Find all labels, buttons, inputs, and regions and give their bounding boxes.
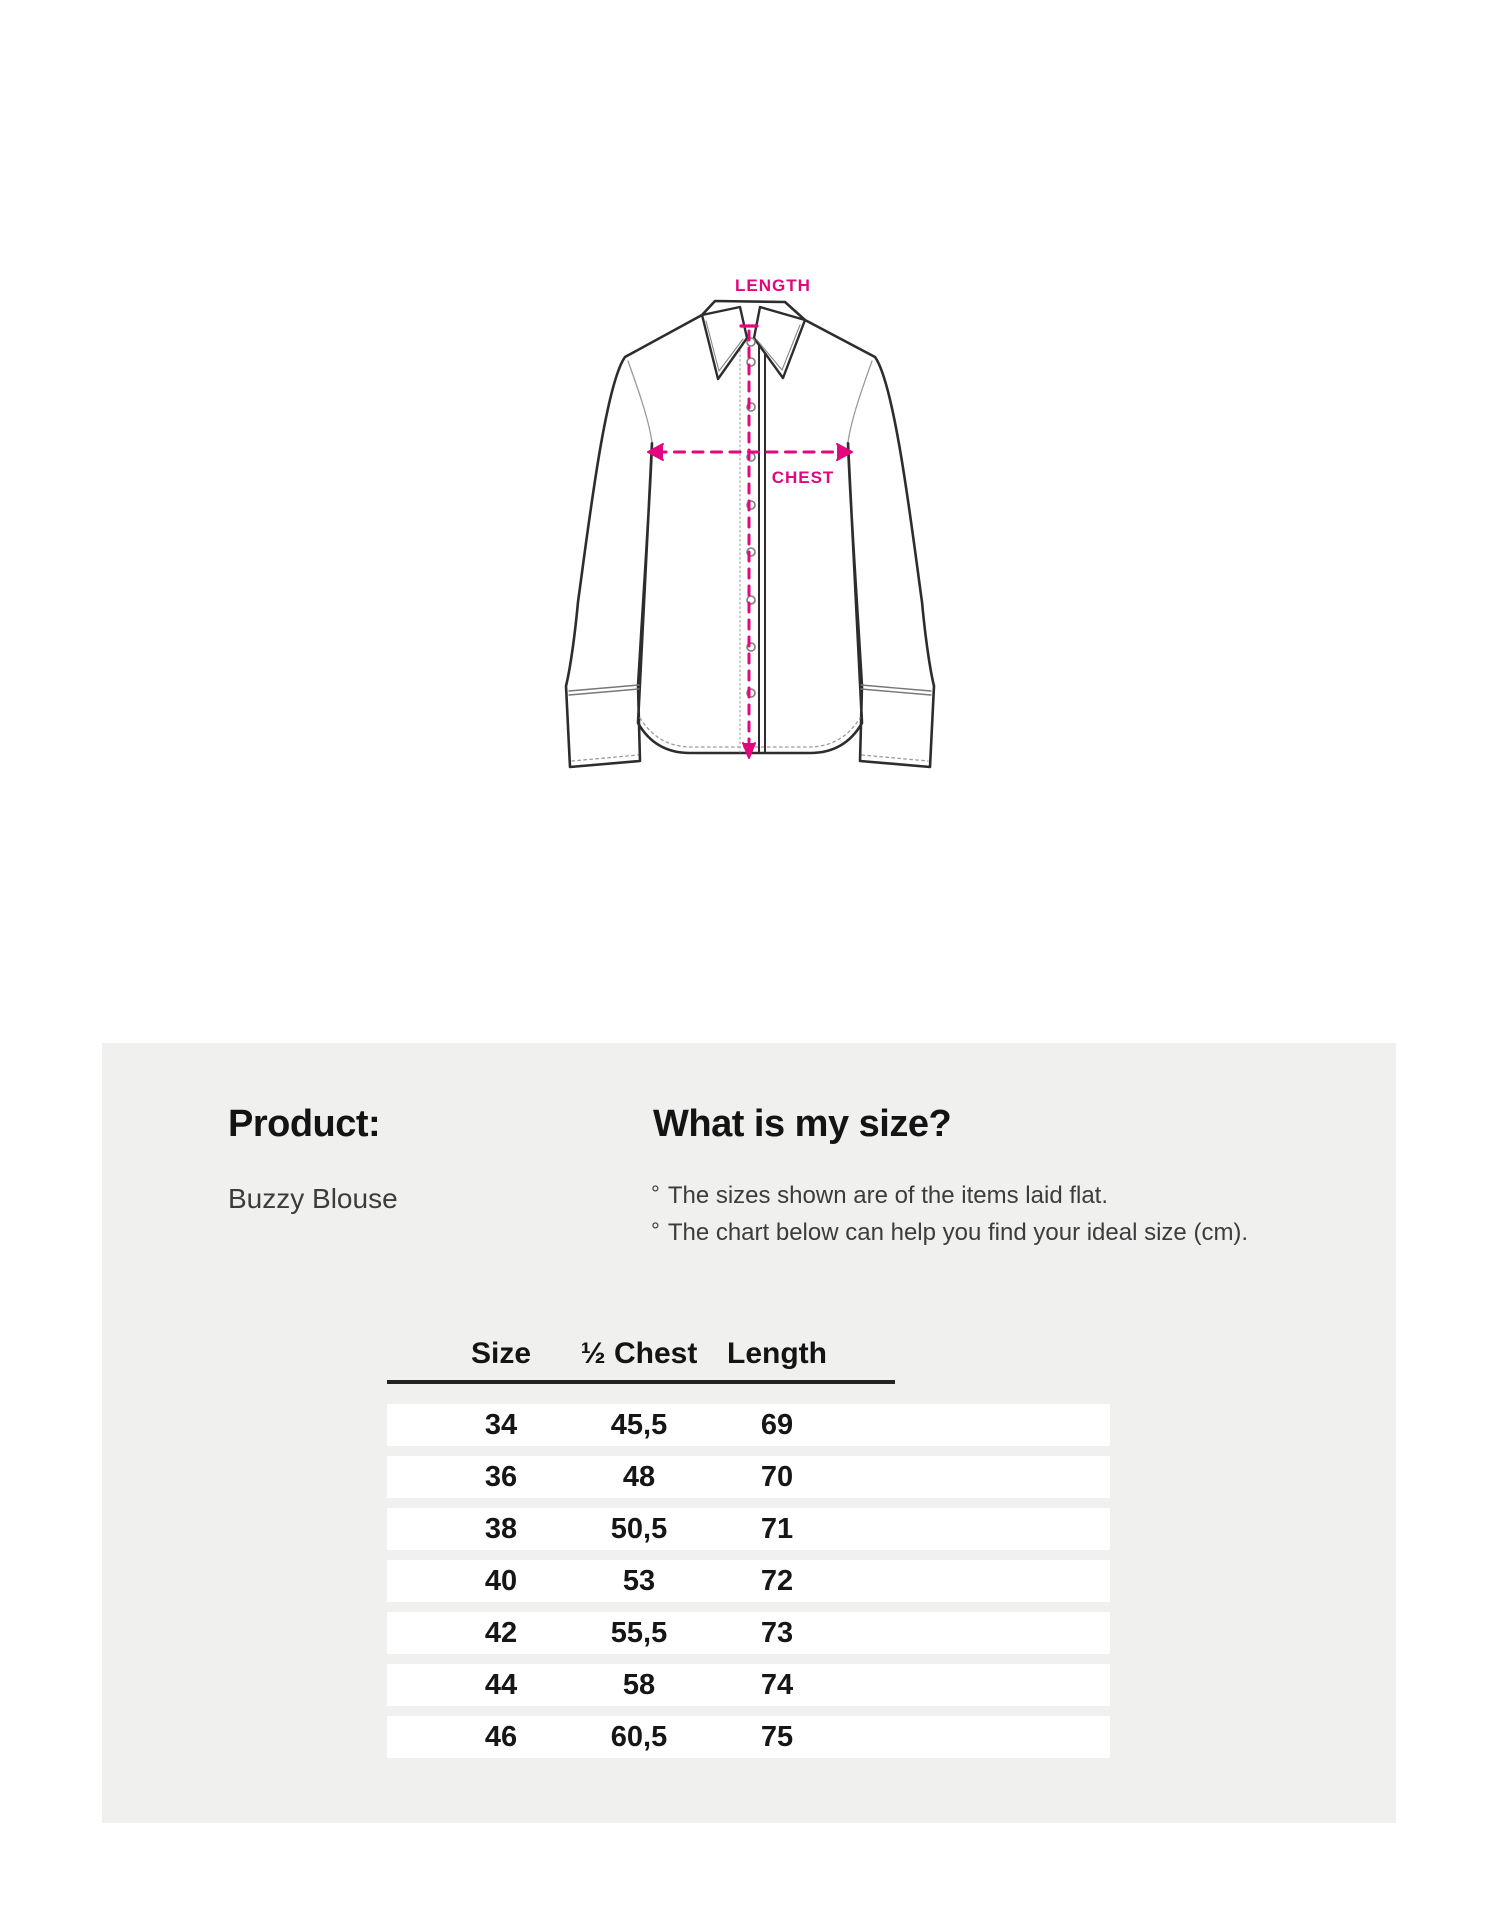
column-header-length: Length [727,1337,827,1370]
table-row: 46 60,5 75 [387,1716,1110,1758]
length-value: 72 [760,1565,794,1597]
note-text: The chart below can help you find your i… [667,1219,1249,1246]
note-laid-flat: ° The sizes shown are of the items laid f… [651,1176,1248,1213]
ring-bullet-icon: ° [651,1218,660,1243]
product-heading: Product: [228,1103,381,1145]
chest-measure-line [647,443,853,461]
size-notes: ° The sizes shown are of the items laid f… [651,1176,1248,1250]
size-value: 34 [484,1409,518,1441]
size-heading: What is my size? [653,1103,952,1145]
header-divider [387,1380,895,1384]
table-row: 42 55,5 73 [387,1612,1110,1654]
collar-right-flap [752,305,807,380]
collar-left-flap [700,305,749,381]
table-row: 40 53 72 [387,1560,1110,1602]
table-row: 44 58 74 [387,1664,1110,1706]
blouse-diagram [564,299,936,769]
size-value: 46 [484,1721,518,1753]
length-measure-line [739,324,759,759]
chest-value: 50,5 [610,1513,668,1545]
length-label: LENGTH [735,276,811,295]
column-header-size: Size [470,1337,532,1370]
table-row: 34 45,5 69 [387,1404,1110,1446]
size-value: 40 [484,1565,518,1597]
product-name: Buzzy Blouse [228,1183,398,1214]
size-info-panel: Product: Buzzy Blouse What is my size? °… [102,1043,1396,1823]
length-value: 70 [760,1461,794,1493]
size-value: 36 [484,1461,518,1493]
length-value: 69 [760,1409,794,1441]
note-chart-help: ° The chart below can help you find your … [651,1213,1248,1250]
size-value: 42 [484,1617,518,1649]
column-header-chest: ½ Chest [580,1337,698,1370]
table-header-row: Size ½ Chest Length [387,1332,1110,1376]
length-value: 71 [760,1513,794,1545]
length-value: 75 [760,1721,794,1753]
chest-value: 48 [622,1461,656,1493]
chest-value: 45,5 [610,1409,668,1441]
note-text: The sizes shown are of the items laid fl… [667,1182,1109,1209]
chest-value: 55,5 [610,1617,668,1649]
table-row: 36 48 70 [387,1456,1110,1498]
size-chart-table: Size ½ Chest Length 34 45,5 69 36 48 70 … [387,1332,1110,1792]
size-value: 44 [484,1669,518,1701]
length-value: 74 [760,1669,794,1701]
table-row: 38 50,5 71 [387,1508,1110,1550]
chest-value: 60,5 [610,1721,668,1753]
chest-value: 58 [622,1669,656,1701]
chest-label: CHEST [771,468,835,487]
chest-value: 53 [622,1565,656,1597]
size-value: 38 [484,1513,518,1545]
length-value: 73 [760,1617,794,1649]
ring-bullet-icon: ° [651,1181,660,1206]
